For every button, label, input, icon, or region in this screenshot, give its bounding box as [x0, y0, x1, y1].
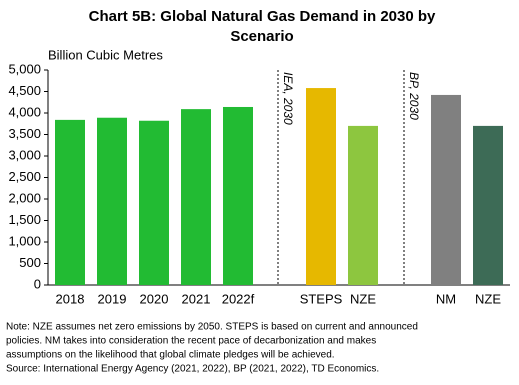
y-tick-label: 3,500 [8, 126, 41, 141]
x-tick-label: NM [436, 291, 456, 306]
note: policies. NM takes into consideration th… [6, 336, 376, 347]
x-tick-label: 2020 [140, 291, 169, 306]
note: Source: International Energy Agency (202… [6, 364, 379, 375]
bar [55, 119, 85, 285]
bar [431, 94, 461, 285]
bar [473, 125, 503, 286]
bar [97, 117, 127, 285]
annotation: BP, 2030 [407, 72, 421, 120]
y-axis-label: Billion Cubic Metres [48, 47, 163, 62]
y-tick-label: 4,500 [8, 83, 41, 98]
x-tick-label: 2019 [98, 291, 127, 306]
y-tick-label: 500 [19, 255, 41, 270]
bar [181, 109, 211, 285]
x-tick-label: STEPS [300, 291, 343, 306]
y-tick-label: 5,000 [8, 61, 41, 76]
bar [306, 88, 336, 285]
note: assumptions on the likelihood that globa… [6, 350, 335, 361]
y-tick-label: 0 [34, 276, 41, 291]
note: Note: NZE assumes net zero emissions by … [6, 322, 418, 333]
x-tick-label: 2022f [222, 291, 255, 306]
bar [139, 120, 169, 286]
x-tick-label: NZE [350, 291, 376, 306]
chart-title: Scenario [230, 28, 293, 45]
bar [223, 106, 253, 285]
y-tick-label: 4,000 [8, 104, 41, 119]
y-tick-label: 1,500 [8, 212, 41, 227]
bar [348, 125, 378, 286]
y-tick-label: 2,500 [8, 169, 41, 184]
y-tick-label: 3,000 [8, 147, 41, 162]
x-tick-label: NZE [475, 291, 501, 306]
chart-title: Chart 5B: Global Natural Gas Demand in 2… [89, 8, 436, 25]
annotation: IEA, 2030 [281, 72, 295, 125]
y-tick-label: 2,000 [8, 190, 41, 205]
y-tick-label: 1,000 [8, 233, 41, 248]
x-tick-label: 2021 [182, 291, 211, 306]
x-tick-label: 2018 [56, 291, 85, 306]
